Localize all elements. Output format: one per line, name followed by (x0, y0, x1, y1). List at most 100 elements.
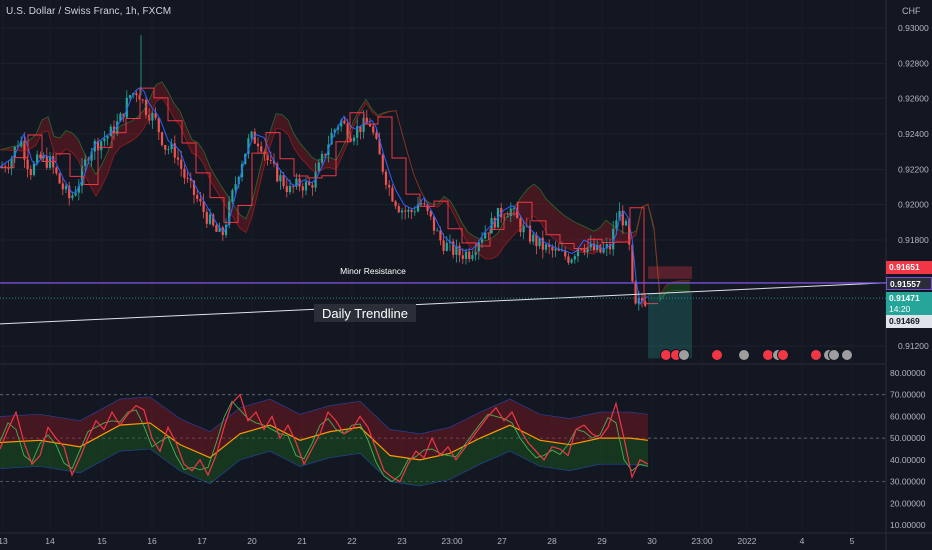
candle-body (7, 167, 10, 169)
cloud-segment (330, 157, 336, 170)
candle-body (119, 113, 122, 122)
rsi-tick-label: 10.00000 (890, 520, 926, 530)
cloud-segment (546, 198, 552, 238)
cloud-segment (78, 138, 84, 174)
candle-body (340, 120, 343, 127)
resistance-price-tag: 0.91557 (886, 277, 932, 290)
countdown-tag: 14:20 (886, 303, 932, 316)
candle-body (29, 169, 32, 176)
cloud-segment (456, 210, 462, 233)
cloud-segment (42, 116, 48, 133)
time-tick-label: 14 (45, 536, 55, 546)
rsi-pane (0, 393, 886, 487)
kijun-line (0, 87, 658, 305)
candle-body (324, 153, 327, 156)
position-risk-box (648, 266, 692, 279)
candle-body (541, 237, 544, 250)
cloud-segment (264, 132, 270, 168)
candle-body (352, 137, 356, 142)
cloud-segment (258, 152, 264, 192)
candle-body (282, 175, 285, 187)
cloud-segment (30, 134, 36, 149)
candle-body (349, 138, 352, 142)
cloud-segment (126, 120, 132, 144)
candle-body (234, 184, 237, 191)
cloud-segment (606, 220, 612, 240)
candle-body (423, 203, 426, 205)
time-tick-label: 23:00 (691, 536, 713, 546)
candle-body (96, 140, 100, 151)
economic-event-marker (777, 349, 789, 361)
candle-body (215, 225, 218, 232)
cloud-segment (558, 210, 564, 247)
cloud-segment (276, 113, 282, 130)
candle-body (205, 211, 208, 224)
candle-body (295, 178, 298, 187)
time-tick-label: 28 (547, 536, 557, 546)
candle-body (333, 129, 336, 133)
candle-body (436, 230, 439, 232)
candle-body (276, 163, 279, 182)
rsi-lower-envelope (0, 422, 648, 486)
cloud-segment (450, 200, 456, 219)
candle-body (512, 208, 516, 209)
candle-body (170, 143, 173, 150)
time-tick-label: 20 (247, 536, 257, 546)
cloud-segment (156, 81, 162, 102)
candle-body (535, 234, 538, 247)
candle-body (141, 99, 144, 101)
candle-body (311, 184, 314, 188)
time-tick-label: 21 (297, 536, 307, 546)
cloud-segment (282, 114, 288, 135)
candle-body (208, 214, 212, 224)
candle-body (90, 151, 93, 161)
rsi-tick-label: 50.00000 (890, 433, 926, 443)
candle-body (407, 209, 410, 212)
candle-body (36, 154, 39, 164)
cloud-segment (270, 113, 276, 147)
candle-body (183, 168, 186, 178)
candle-body (109, 126, 112, 137)
candle-body (74, 192, 77, 196)
candle-body (125, 97, 128, 118)
candle-body (461, 255, 464, 259)
candle-body (346, 123, 349, 139)
candle-body (602, 248, 605, 253)
candle-body (640, 298, 644, 302)
daily-trendline (0, 280, 932, 325)
cloud-segment (114, 126, 120, 156)
candle-body (71, 195, 74, 199)
candle-body (151, 112, 154, 121)
rsi-tick-label: 30.00000 (890, 477, 926, 487)
candle-body (413, 211, 416, 213)
candle-body (192, 180, 196, 196)
candle-body (554, 248, 557, 251)
candle-body (375, 132, 378, 139)
price-tick-label: 0.92200 (898, 164, 929, 174)
candle-body (493, 218, 496, 228)
cloud-segment (492, 232, 498, 259)
candle-body (64, 185, 68, 190)
cloud-segment (48, 116, 54, 153)
candle-body (484, 232, 487, 239)
last-price-tag: 0.91471 (886, 292, 932, 305)
candle-body (253, 131, 256, 144)
candle-body (538, 237, 541, 247)
economic-event-marker (841, 349, 853, 361)
candle-body (173, 143, 176, 158)
candle-body (557, 248, 560, 251)
price-tick-label: 0.92600 (898, 94, 929, 104)
time-tick-label: 16 (147, 536, 157, 546)
candle-body (589, 243, 592, 248)
cloud-segment (162, 81, 168, 107)
candle-body (189, 178, 192, 181)
rsi-signal-line (0, 422, 649, 461)
candle-body (445, 242, 448, 251)
candle-body (176, 157, 180, 160)
candle-body (144, 99, 148, 115)
cloud-segment (120, 123, 126, 148)
candle-body (157, 118, 160, 133)
candle-body (381, 154, 384, 172)
